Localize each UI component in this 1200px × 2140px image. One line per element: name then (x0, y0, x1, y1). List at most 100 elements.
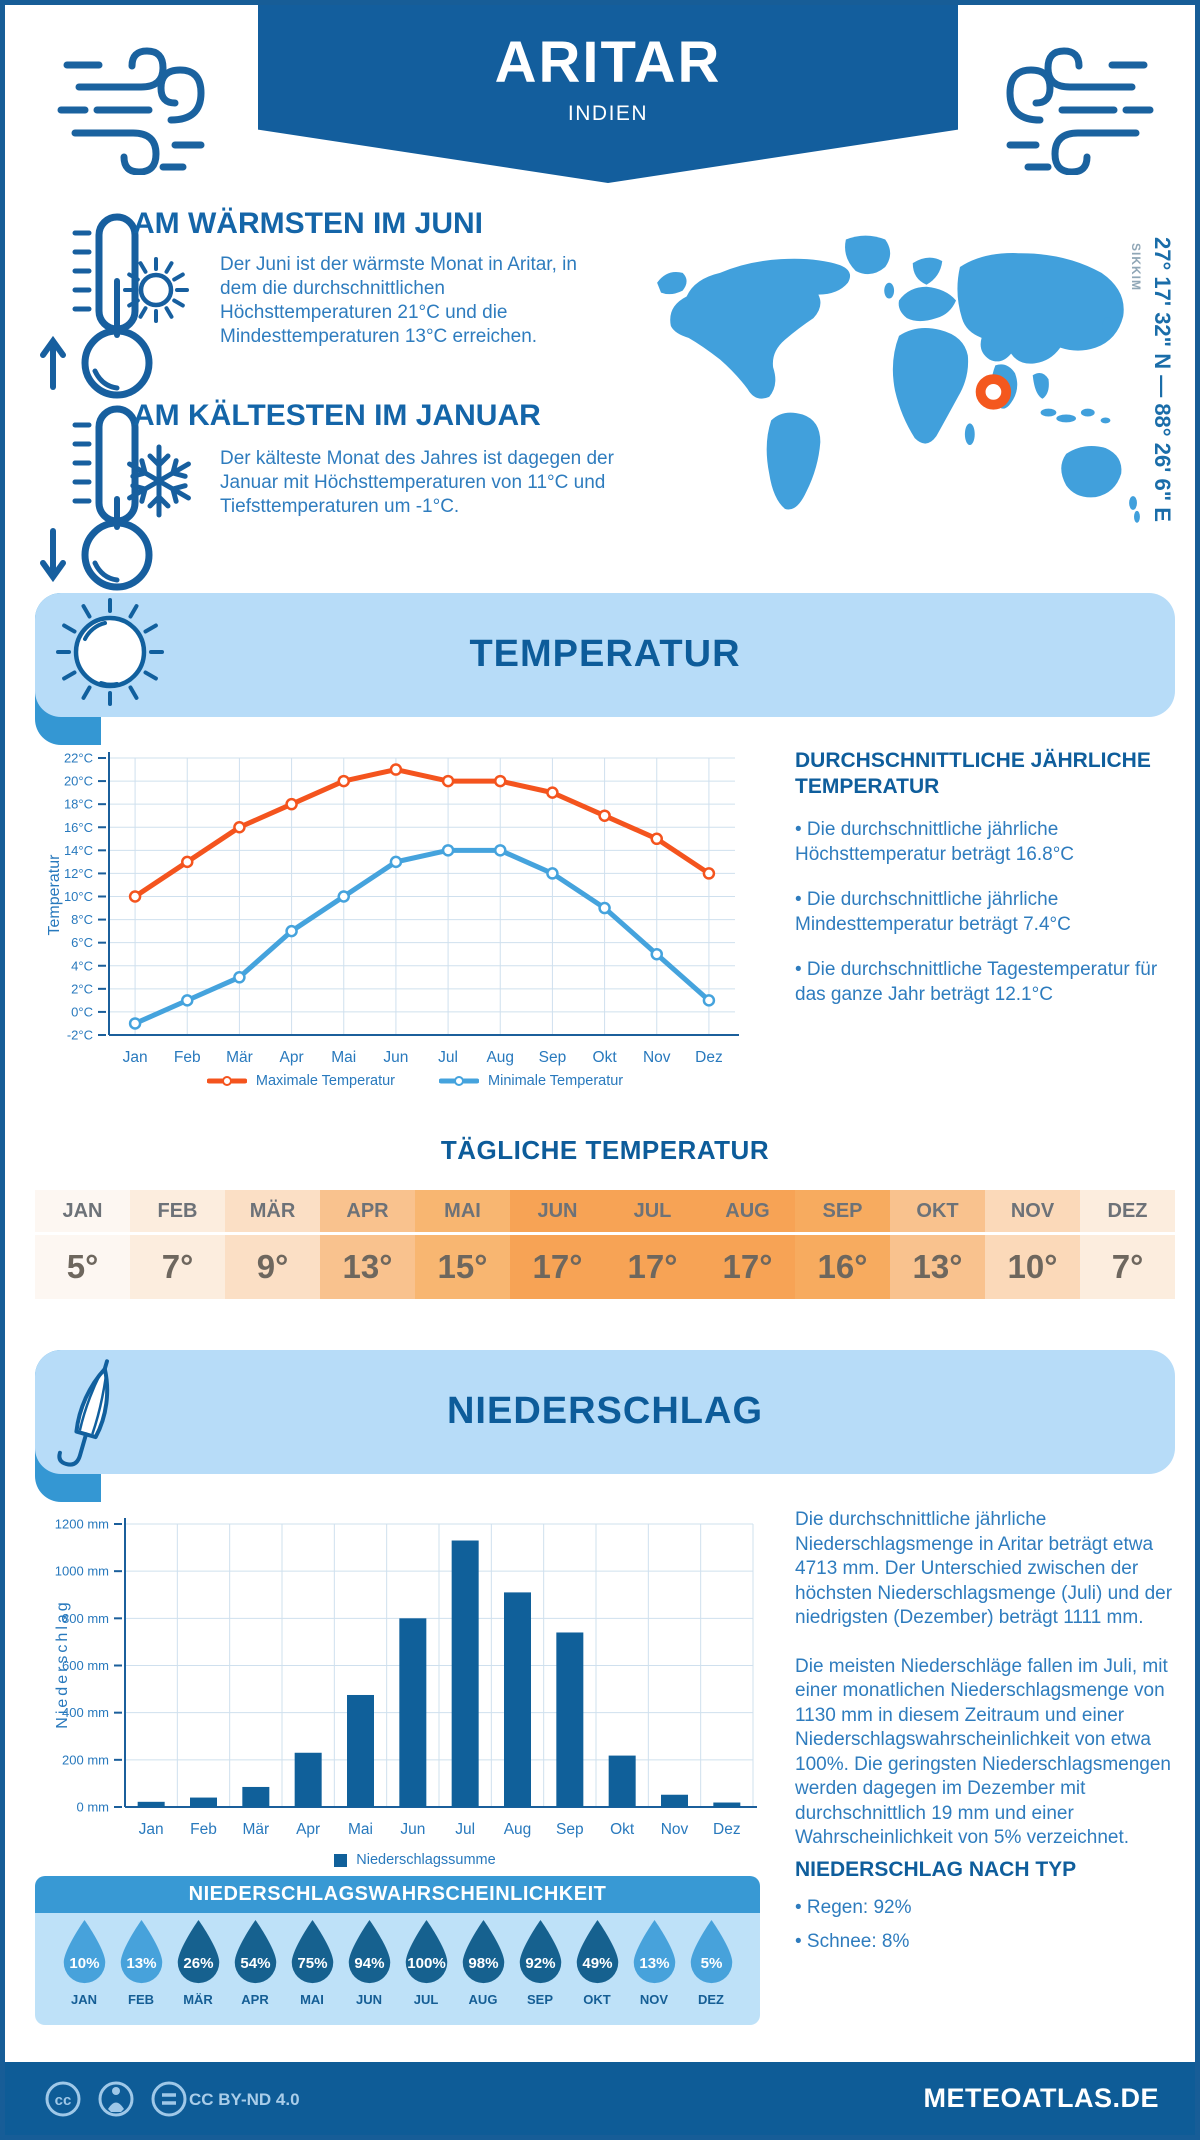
svg-text:Jul: Jul (455, 1821, 475, 1838)
svg-text:1000 mm: 1000 mm (55, 1564, 109, 1579)
raindrop-icon: 10% (63, 1919, 105, 1984)
daily-temp-value: 17° (627, 1248, 678, 1285)
map-region-label: SIKKIM (1129, 243, 1143, 291)
month-label: NOV (639, 1992, 669, 2007)
month-label: MÄR (183, 1992, 213, 2007)
month-label: JUN (537, 1200, 578, 1222)
month-label: FEB (157, 1200, 198, 1222)
svg-text:0 mm: 0 mm (77, 1800, 110, 1815)
svg-text:Feb: Feb (174, 1049, 201, 1066)
svg-text:5%: 5% (700, 1955, 722, 1972)
svg-text:8°C: 8°C (71, 912, 93, 927)
svg-text:Dez: Dez (713, 1821, 741, 1838)
daily-temp-value: 7° (1111, 1248, 1144, 1285)
svg-text:10%: 10% (69, 1955, 100, 1972)
raindrop-icon: 13% (633, 1919, 675, 1984)
svg-text:10°C: 10°C (64, 889, 93, 904)
month-label: DEZ (698, 1992, 724, 2007)
daily-temp-value: 9° (256, 1248, 289, 1285)
license-text: CC BY-ND 4.0 (189, 2090, 300, 2109)
probability-title: NIEDERSCHLAGSWAHRSCHEINLICHKEIT (35, 1876, 760, 1913)
month-label: FEB (128, 1992, 154, 2007)
svg-text:Dez: Dez (695, 1049, 723, 1066)
svg-text:200 mm: 200 mm (62, 1752, 109, 1767)
svg-text:75%: 75% (297, 1955, 328, 1972)
annual-bullet: • Die durchschnittliche Tagestemperatur … (795, 959, 1158, 1005)
svg-text:Mär: Mär (226, 1049, 253, 1066)
daily-temp-column: JAN 5° (35, 1190, 130, 1299)
svg-text:12°C: 12°C (64, 866, 93, 881)
svg-text:54%: 54% (240, 1955, 271, 1972)
svg-text:98%: 98% (468, 1955, 499, 1972)
sun-banner-icon (56, 598, 164, 706)
svg-text:Mai: Mai (331, 1049, 356, 1066)
svg-text:-2°C: -2°C (67, 1028, 93, 1043)
daily-temp-column: APR 13° (320, 1190, 415, 1299)
temperature-banner (35, 593, 1175, 717)
daily-temperature-title: TÄGLICHE TEMPERATUR (440, 1135, 770, 1165)
svg-text:18°C: 18°C (64, 797, 93, 812)
svg-text:16°C: 16°C (64, 820, 93, 835)
probability-drop: 13% NOV (626, 1919, 683, 2007)
svg-text:14°C: 14°C (64, 843, 93, 858)
warmest-heading: AM WÄRMSTEN IM JUNI (133, 207, 483, 240)
daily-temp-value: 10° (1007, 1248, 1058, 1285)
svg-text:600 mm: 600 mm (62, 1658, 109, 1673)
svg-text:0°C: 0°C (71, 1004, 93, 1019)
svg-text:13%: 13% (126, 1955, 157, 1972)
month-label: OKT (916, 1200, 959, 1222)
snowflake-icon (127, 444, 191, 518)
header-banner: ARITAR INDIEN (258, 5, 958, 183)
svg-text:Jan: Jan (123, 1049, 148, 1066)
daily-temp-value: 7° (161, 1248, 194, 1285)
daily-temp-value: 5° (66, 1248, 99, 1285)
svg-text:Jul: Jul (438, 1049, 458, 1066)
legend-item: Niederschlagssumme (334, 1852, 496, 1868)
svg-text:Jun: Jun (383, 1049, 408, 1066)
daily-temp-value: 13° (342, 1248, 393, 1285)
temperature-section-title: TEMPERATUR (469, 633, 741, 675)
raindrop-icon: 94% (348, 1919, 390, 1984)
month-label: JAN (70, 1992, 97, 2007)
daily-temp-column: OKT 13° (890, 1190, 985, 1299)
location-marker (975, 374, 1012, 410)
legend-marker (439, 1076, 480, 1086)
daily-temp-value: 15° (437, 1248, 488, 1285)
month-label: JUN (355, 1992, 382, 2007)
probability-drops: 10% JAN 13% FEB 26% MÄR 54% APR 75% MAI 94% JUN 100%… (35, 1919, 760, 2007)
daily-temp-column: MÄR 9° (225, 1190, 320, 1299)
svg-text:Mai: Mai (348, 1821, 373, 1838)
row-divider (320, 1232, 415, 1235)
legend-label: Minimale Temperatur (488, 1073, 624, 1089)
svg-text:Nov: Nov (661, 1821, 689, 1838)
svg-text:Aug: Aug (504, 1821, 532, 1838)
probability-drop: 92% SEP (512, 1919, 569, 2007)
row-divider (35, 1232, 130, 1235)
daily-temp-column: MAI 15° (415, 1190, 510, 1299)
daily-temp-column: FEB 7° (130, 1190, 225, 1299)
page-subtitle: INDIEN (567, 102, 649, 125)
daily-temp-column: DEZ 7° (1080, 1190, 1175, 1299)
daily-temp-column: NOV 10° (985, 1190, 1080, 1299)
month-label: AUG (468, 1992, 498, 2007)
month-label: SEP (822, 1200, 863, 1222)
svg-text:400 mm: 400 mm (62, 1705, 109, 1720)
daily-temp-value: 17° (722, 1248, 773, 1285)
row-divider (700, 1232, 795, 1235)
legend-item: Maximale Temperatur (206, 1073, 395, 1089)
svg-text:49%: 49% (582, 1955, 613, 1972)
svg-text:Apr: Apr (280, 1049, 304, 1066)
svg-text:20°C: 20°C (64, 774, 93, 789)
month-label: OKT (583, 1992, 611, 2007)
svg-text:Okt: Okt (593, 1049, 618, 1066)
month-label: DEZ (1107, 1200, 1148, 1222)
svg-text:94%: 94% (354, 1955, 385, 1972)
raindrop-icon: 92% (519, 1919, 561, 1984)
month-label: APR (346, 1200, 389, 1222)
raindrop-icon: 75% (291, 1919, 333, 1984)
annual-bullet: • Die durchschnittliche jährliche Mindes… (795, 889, 1071, 935)
probability-drop: 13% FEB (113, 1919, 170, 2007)
precipitation-bar-chart: 0 mm 200 mm 400 mm 600 mm 800 mm 1000 mm 1200 … (55, 1517, 757, 1838)
row-divider (130, 1232, 225, 1235)
